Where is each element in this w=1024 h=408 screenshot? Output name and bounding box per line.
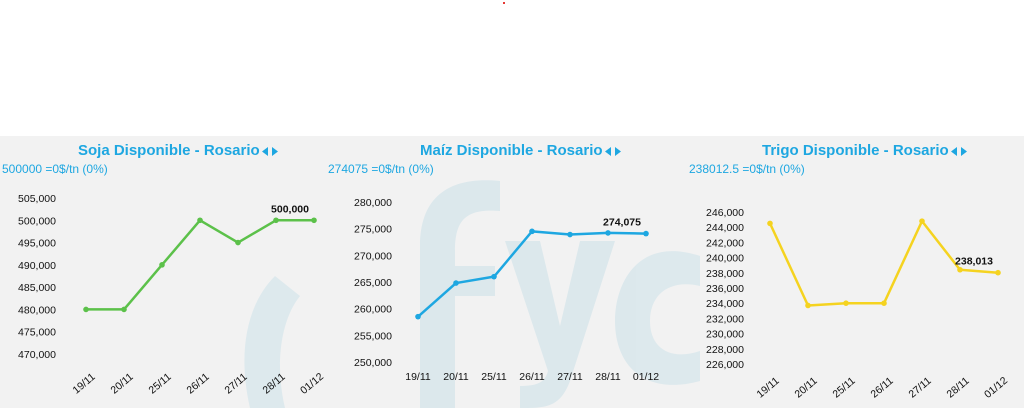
data-point[interactable] [843,300,849,306]
maiz-title-text: Maíz Disponible - Rosario [420,142,603,159]
x-tick-label: 28/11 [260,371,287,397]
y-tick-label: 236,000 [706,283,744,295]
x-tick-label: 27/11 [222,371,249,397]
y-tick-label: 275,000 [354,224,392,236]
x-tick-label: 01/12 [298,371,326,397]
data-point[interactable] [159,262,165,268]
soja-line-chart: 470,000 475,000 480,000 485,000 490,000 495,0… [18,193,326,397]
x-tick-label: 26/11 [868,375,895,401]
trigo-line-chart: 226,000 228,000 230,000 232,000 234,000 236,0… [706,207,1010,401]
y-tick-label: 255,000 [354,330,392,342]
y-tick-label: 230,000 [706,329,744,341]
x-tick-label: 28/11 [595,371,621,383]
y-tick-label: 500,000 [18,215,56,227]
x-tick-label: 26/11 [184,371,211,397]
data-point[interactable] [197,217,203,224]
data-point[interactable] [415,313,421,320]
soja-title-text: Soja Disponible - Rosario [78,142,260,159]
y-tick-label: 505,000 [18,193,56,205]
x-tick-label: 27/11 [557,371,583,383]
data-point[interactable] [919,218,925,224]
x-tick-label: 25/11 [830,375,857,401]
data-point[interactable] [453,280,459,286]
x-tick-label: 26/11 [519,371,545,383]
x-tick-label: 01/12 [982,375,1010,401]
y-tick-label: 470,000 [18,349,56,361]
last-value-label: 238,013 [955,256,993,268]
data-point[interactable] [83,306,89,313]
x-tick-label: 27/11 [906,375,933,401]
x-tick-label: 19/11 [70,371,97,397]
data-point[interactable] [235,239,241,246]
trigo-chart-title: Trigo Disponible - Rosario [762,142,967,160]
x-tick-label: 19/11 [405,371,431,383]
series-line [86,219,314,311]
y-tick-label: 475,000 [18,327,56,339]
y-tick-label: 280,000 [354,197,392,209]
x-tick-label: 25/11 [146,371,173,397]
soja-chart-panel: Soja Disponible - Rosario 500000 =0$/tn … [0,136,340,408]
series-line [417,230,647,318]
y-tick-label: 242,000 [706,237,744,249]
data-point[interactable] [491,273,497,280]
y-tick-label: 490,000 [18,260,56,272]
expand-arrows-icon[interactable] [604,143,621,160]
expand-arrows-icon[interactable] [261,143,278,160]
y-tick-label: 270,000 [354,250,392,262]
expand-arrows-icon[interactable] [950,143,967,160]
data-point[interactable] [805,302,811,309]
y-tick-label: 265,000 [354,277,392,289]
y-tick-label: 480,000 [18,304,56,316]
trigo-subtitle: 238012.5 =0$/tn (0%) [689,162,805,176]
x-tick-label: 20/11 [108,371,135,397]
data-point[interactable] [881,300,887,306]
x-tick-label: 25/11 [481,371,507,383]
y-tick-label: 250,000 [354,357,392,369]
y-tick-label: 244,000 [706,222,744,234]
y-tick-label: 232,000 [706,313,744,325]
last-value-label: 274,075 [603,217,641,229]
y-tick-label: 234,000 [706,298,744,310]
y-tick-label: 228,000 [706,344,744,356]
y-tick-label: 246,000 [706,207,744,219]
red-dot-mark [503,2,505,4]
data-point[interactable] [605,230,611,236]
data-point[interactable] [767,220,773,227]
maiz-chart-panel: Maíz Disponible - Rosario 274075 =0$/tn … [328,136,680,408]
soja-chart-title: Soja Disponible - Rosario [78,142,278,160]
maiz-line-chart: 250,000 255,000 260,000 265,000 270,000 275,0… [354,197,659,383]
x-tick-label: 20/11 [443,371,469,383]
data-point[interactable] [995,269,1001,276]
data-point[interactable] [273,217,279,224]
trigo-chart-panel: Trigo Disponible - Rosario 238012.5 =0$/… [680,136,1024,408]
trigo-title-text: Trigo Disponible - Rosario [762,142,949,159]
maiz-chart-title: Maíz Disponible - Rosario [420,142,621,160]
y-tick-label: 260,000 [354,304,392,316]
data-point[interactable] [121,306,127,313]
data-point[interactable] [311,217,317,224]
x-tick-label: 01/12 [633,371,659,383]
y-tick-label: 226,000 [706,359,744,371]
y-tick-label: 485,000 [18,282,56,294]
y-tick-label: 240,000 [706,253,744,265]
y-tick-label: 495,000 [18,238,56,250]
data-point[interactable] [957,266,963,273]
data-point[interactable] [529,228,535,235]
x-tick-label: 20/11 [792,375,819,401]
maiz-subtitle: 274075 =0$/tn (0%) [328,162,434,176]
x-tick-label: 28/11 [944,375,971,401]
data-point[interactable] [567,231,573,238]
soja-subtitle: 500000 =0$/tn (0%) [2,162,108,176]
x-tick-label: 19/11 [754,375,781,401]
y-tick-label: 238,000 [706,268,744,280]
data-point[interactable] [643,230,649,237]
last-value-label: 500,000 [271,203,309,215]
